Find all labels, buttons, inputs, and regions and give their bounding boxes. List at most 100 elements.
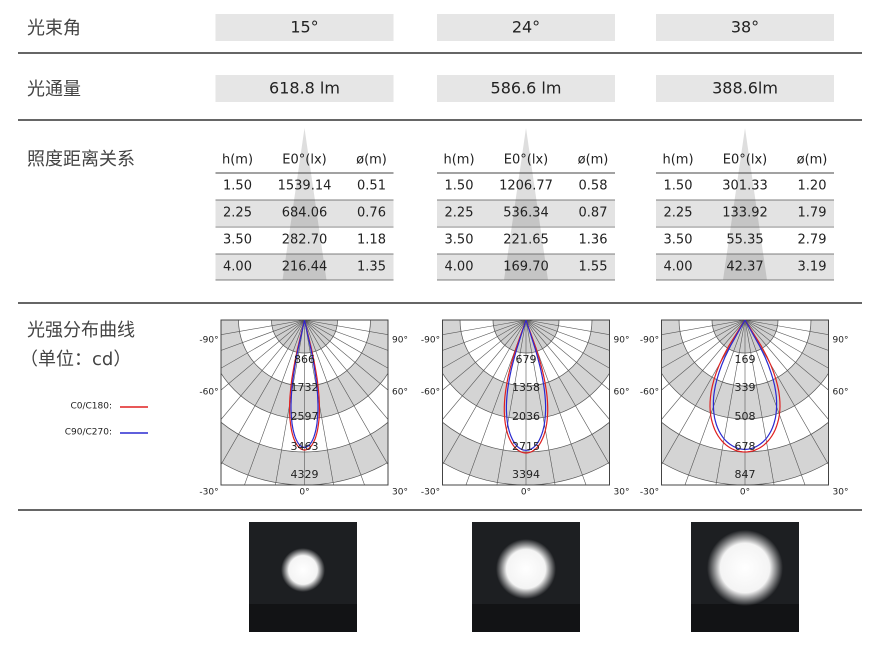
ring-label: 3394	[512, 468, 540, 481]
polar-spoke	[304, 320, 388, 391]
ring-label: 847	[735, 468, 756, 481]
ring-label: 2597	[291, 410, 319, 423]
angle-label: 30°	[833, 488, 849, 498]
polar-spoke	[221, 320, 305, 336]
angle-label: -90°	[640, 336, 659, 346]
unit-label: （单位：cd）	[20, 349, 131, 370]
ring-label: 1358	[512, 381, 540, 394]
angle-label: -60°	[421, 388, 440, 398]
ring-label: 508	[735, 410, 756, 423]
polar-spoke	[304, 320, 388, 369]
angle-label: -30°	[199, 488, 218, 498]
polar-spoke	[304, 320, 334, 485]
table-cell: 216.44	[282, 260, 328, 275]
table-cell: 684.06	[282, 206, 328, 221]
table-cell: 2.79	[798, 233, 827, 248]
angle-label: -90°	[421, 336, 440, 346]
beam-angle: 15°	[290, 18, 318, 37]
table-cell: 133.92	[722, 206, 768, 221]
angle-label: -30°	[640, 488, 659, 498]
angle-label: 90°	[833, 336, 849, 346]
ring-label: 2715	[512, 440, 540, 453]
angle-label: 30°	[392, 488, 408, 498]
polar-spoke	[744, 320, 829, 391]
table-cell: 1539.14	[278, 179, 332, 194]
polar-spoke	[744, 320, 829, 420]
beam-cone	[723, 128, 767, 280]
polar-spoke	[525, 320, 610, 466]
beam-angle: 38°	[731, 18, 759, 37]
legend-label: C0/C180:	[70, 402, 112, 412]
polar-spoke	[221, 320, 305, 369]
polar-spoke	[304, 320, 365, 485]
table-cell: 301.33	[722, 179, 768, 194]
polar-spoke	[442, 320, 527, 420]
ring-label: 1732	[291, 381, 319, 394]
polar-spoke	[744, 320, 775, 485]
table-cell: 1.35	[357, 260, 386, 275]
polar-spoke	[442, 320, 527, 391]
row-bg	[215, 200, 394, 226]
table-cell: 221.65	[503, 233, 549, 248]
row-label: 光束角	[27, 18, 81, 39]
table-cell: 3.50	[664, 233, 693, 248]
table-cell: 1.79	[798, 206, 827, 221]
curve-c0	[709, 319, 781, 453]
polar-spoke	[684, 320, 746, 485]
ring-label: 866	[294, 353, 315, 366]
angle-label: 0°	[521, 488, 531, 498]
table-cell: 0.51	[357, 179, 386, 194]
table-cell: 1206.77	[499, 179, 553, 194]
table-cell: 1.36	[579, 233, 608, 248]
light-spot	[281, 548, 325, 592]
table-cell: 2.25	[223, 206, 252, 221]
photo-floor	[472, 604, 580, 632]
value-box	[215, 14, 394, 41]
polar-spoke	[275, 320, 305, 485]
legend-label: C90/C270:	[65, 428, 112, 438]
polar-spoke	[525, 320, 610, 369]
table-header: E0°(lx)	[723, 153, 767, 168]
angle-label: 60°	[392, 388, 408, 398]
polar-spoke	[744, 320, 806, 485]
polar-spoke	[442, 320, 527, 351]
table-header: h(m)	[662, 153, 693, 168]
polar-spoke	[744, 320, 829, 336]
polar-spoke	[442, 320, 527, 369]
table-cell: 1.50	[664, 179, 693, 194]
polar-spoke	[525, 320, 610, 420]
table-cell: 282.70	[282, 233, 328, 248]
polar-spoke	[661, 320, 746, 466]
ring-label: 169	[735, 353, 756, 366]
curve-c0	[503, 319, 549, 454]
polar-spoke	[304, 320, 388, 466]
table-header: h(m)	[443, 153, 474, 168]
polar-grid	[442, 320, 610, 485]
table-cell: 4.00	[445, 260, 474, 275]
row-bg	[215, 254, 394, 280]
table-cell: 3.50	[223, 233, 252, 248]
polar-spoke	[661, 320, 746, 369]
table-cell: 1.50	[445, 179, 474, 194]
ring-label: 2036	[512, 410, 540, 423]
polar-spoke	[304, 320, 388, 336]
ring-label: 4329	[291, 468, 319, 481]
table-header: ø(m)	[578, 153, 609, 168]
value-box	[215, 75, 394, 102]
angle-label: 0°	[740, 488, 750, 498]
table-cell: 3.19	[798, 260, 827, 275]
table-header: h(m)	[222, 153, 253, 168]
table-cell: 2.25	[445, 206, 474, 221]
value-box	[656, 14, 834, 41]
table-header: E0°(lx)	[282, 153, 326, 168]
curve-c90	[505, 319, 547, 451]
dividers	[18, 52, 862, 511]
photo-floor	[249, 604, 357, 632]
value-box	[437, 14, 615, 41]
polar-grid	[661, 320, 829, 485]
ring-label: 3463	[291, 440, 319, 453]
polar-spoke	[442, 320, 527, 336]
polar-grid	[221, 320, 388, 485]
angle-label: 90°	[392, 336, 408, 346]
